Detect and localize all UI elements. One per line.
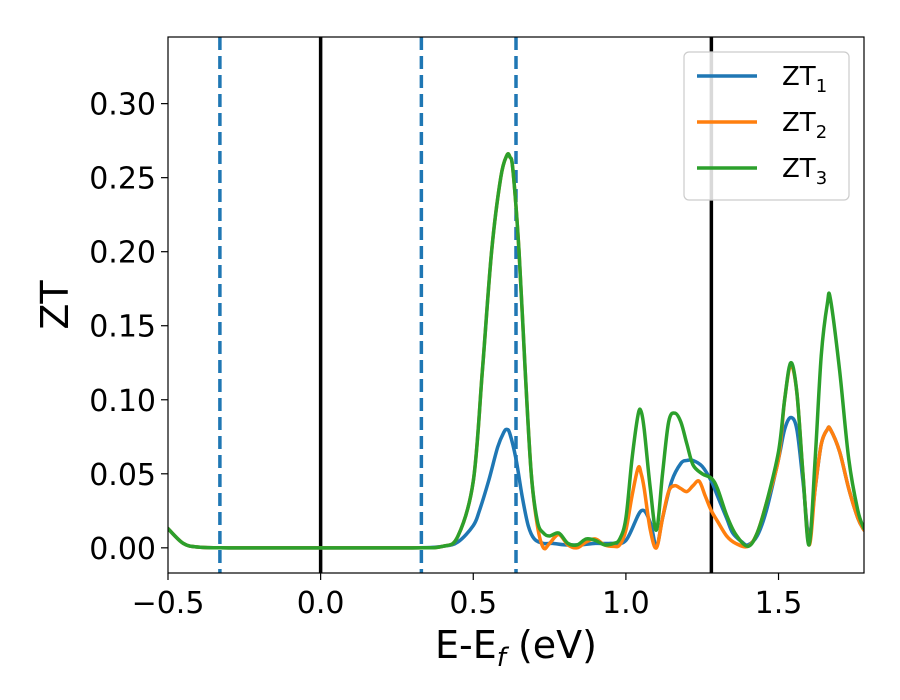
y-axis-label: ZT	[33, 280, 77, 330]
legend-label-3: ZT3	[782, 154, 827, 189]
axis-ticks: −0.5 0.0 0.5 1.0 1.5 0.00 0.05 0.10 0.15 0.20 0.25…	[89, 88, 802, 621]
x-tick-label-4: 1.5	[755, 586, 803, 621]
x-tick-label-0: −0.5	[132, 586, 205, 621]
x-axis-label-unit: (eV)	[506, 623, 597, 667]
legend-label-2: ZT2	[782, 108, 827, 143]
x-axis-label: E-Ef (eV)	[435, 623, 597, 673]
y-tick-label-5: 0.25	[89, 162, 156, 197]
y-tick-label-2: 0.10	[89, 384, 156, 419]
y-tick-label-3: 0.15	[89, 310, 156, 345]
y-tick-label-6: 0.30	[89, 88, 156, 123]
y-tick-label-1: 0.05	[89, 458, 156, 493]
series-line-3	[168, 152, 864, 550]
series-lines	[168, 152, 864, 551]
x-tick-label-3: 1.0	[602, 586, 650, 621]
y-tick-label-0: 0.00	[89, 532, 156, 567]
x-axis-label-main: E-E	[435, 623, 497, 667]
legend: ZT1 ZT2 ZT3	[683, 51, 850, 201]
plot-frame	[167, 36, 865, 574]
legend-box	[683, 51, 850, 201]
x-tick-label-2: 0.5	[449, 586, 497, 621]
y-tick-label-4: 0.20	[89, 236, 156, 271]
legend-label-1: ZT1	[782, 62, 827, 97]
x-tick-label-1: 0.0	[297, 586, 345, 621]
